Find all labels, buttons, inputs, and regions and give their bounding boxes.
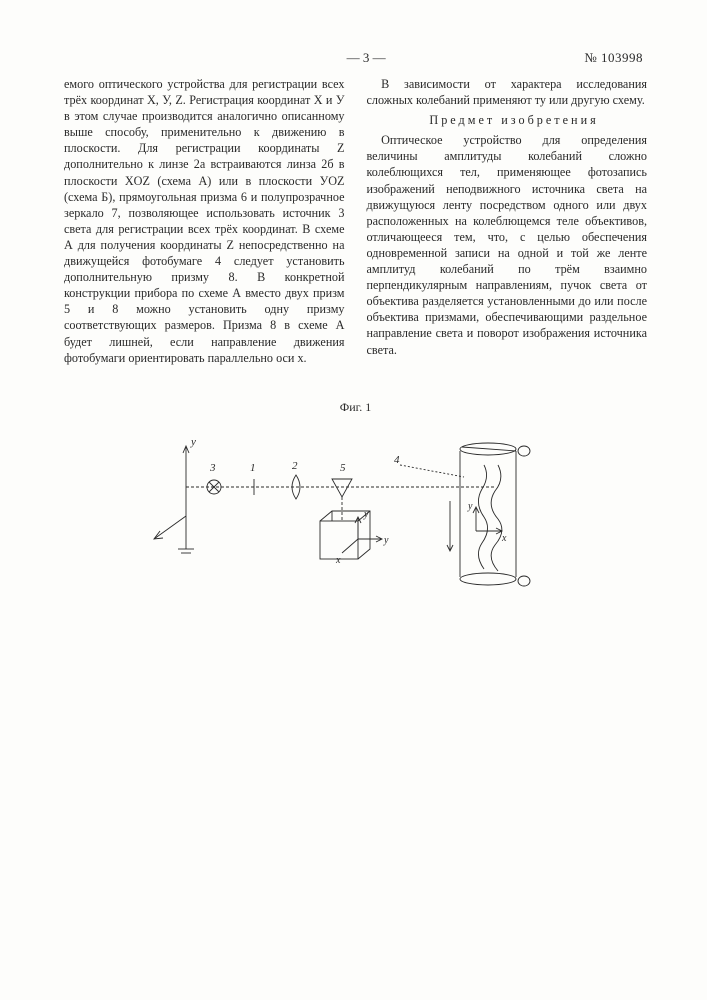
fig-tape-x: x [501, 533, 507, 544]
fig-label-5: 5 [340, 462, 346, 474]
body-columns: емого оптического устройства для регистр… [64, 76, 647, 366]
fig-label-4: 4 [394, 454, 400, 466]
document-number: № 103998 [584, 50, 643, 66]
fig-label-1: 1 [250, 462, 256, 474]
fig-axis-y: y [190, 436, 196, 448]
subject-title: Предмет изобретения [367, 112, 648, 128]
fig-tape-y: у [467, 501, 473, 512]
fig-cube-u: у [383, 535, 389, 546]
fig-label-3: 3 [209, 462, 216, 474]
figure-caption: Фиг. 1 [64, 400, 647, 415]
right-p2: Оптическое устройство для определения ве… [367, 132, 648, 357]
page: — 3 — № 103998 емого оптического устройс… [0, 0, 707, 1000]
fig-cube-x: x [335, 555, 341, 566]
page-number: — 3 — [148, 50, 584, 66]
fig-cube-y: y [363, 509, 369, 520]
figure-svg: y 3 1 2 5 4 y у x у x [136, 421, 576, 611]
page-header: — 3 — № 103998 [64, 50, 647, 66]
left-p1: емого оптического устройства для регистр… [64, 76, 345, 366]
figure-area: Фиг. 1 [64, 400, 647, 611]
fig-label-2: 2 [292, 460, 298, 472]
right-p1: В зависимости от характера исследования … [367, 76, 648, 108]
